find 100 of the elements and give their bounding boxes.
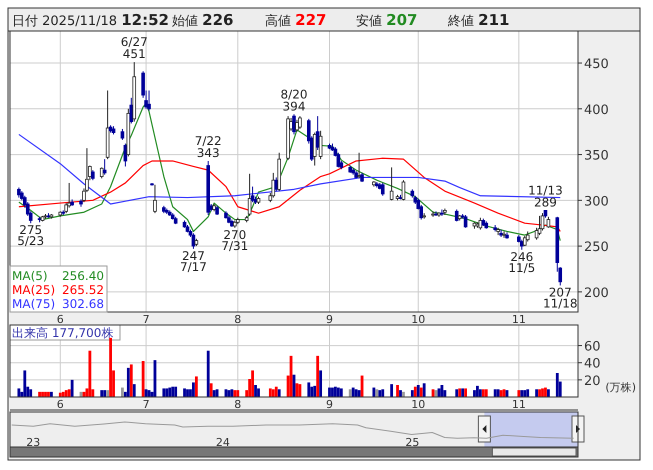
bar [257,388,260,397]
bar [17,388,20,397]
x-tick-label: 10 [411,398,426,411]
bar [334,386,337,397]
x-tick-label: 10 [411,313,426,326]
bar [254,385,257,397]
bar [144,389,148,397]
annotation: 246 11/5 [508,250,536,275]
annotation: 207 11/18 [542,285,578,310]
x-tick-label: 11 [512,398,526,411]
bar [547,389,550,397]
annotation: 6/27 451 [120,35,148,62]
bar [212,390,216,397]
x-tick-label: 24 [216,436,230,449]
text: 安値 207 [356,11,418,29]
bar [47,392,50,397]
bar [216,389,218,397]
text: 終値 211 [447,11,510,29]
bar [502,389,506,397]
x-tick-label: 25 [405,436,420,449]
bar [360,376,364,397]
chart-title: 出来高 177,700株 [12,326,114,340]
bar [88,350,92,397]
bar [192,382,195,397]
x-tick-label: 6 [56,398,64,411]
annotation: 11/13 289 [528,183,563,210]
bar [336,388,340,397]
bar [358,390,360,397]
bar [292,374,296,397]
bar [544,388,547,397]
annotation: 302.68 [62,297,104,311]
bar [154,360,156,397]
bar [186,389,189,397]
bar [319,370,322,397]
bar [296,383,298,397]
annotation: 265.52 [62,283,104,297]
bar [251,370,254,397]
x-tick-label: 8 [234,398,242,411]
y-tick-label: 20 [584,374,601,389]
y-tick-label: 40 [584,356,601,372]
x-tick-label: 11 [512,313,526,326]
bar [478,389,482,397]
bar [41,392,44,397]
bar [476,386,479,397]
x-tick-label: 6 [56,313,64,326]
bar [194,376,198,397]
bar [298,384,302,397]
annotation: 275 5/23 [17,223,44,248]
annotation: 7/22 343 [194,134,222,160]
bar [434,390,438,397]
bar [328,388,331,397]
bar [500,390,502,397]
bar [541,388,544,397]
bar [461,388,464,397]
y-tick-label: 60 [584,340,601,355]
x-tick-label: 9 [326,398,333,411]
y-tick-label: 450 [584,57,609,72]
annotation: 8/20 394 [280,87,308,114]
bar [402,392,405,397]
annotation: 256.40 [62,269,104,283]
bar [70,380,74,397]
bar [372,388,376,397]
bar [82,392,86,397]
line-series [18,134,561,205]
x-tick-label: 7 [142,398,150,411]
y-tick-label: 250 [584,240,609,256]
text: MA(75) [12,297,56,311]
annotation: 247 7/17 [180,248,207,274]
bar [354,389,358,397]
y-tick-label: 400 [584,102,609,118]
bar [496,389,500,397]
bar [538,389,541,397]
bar [106,390,110,397]
bar [396,385,399,397]
bar [432,389,434,397]
x-tick-label: 9 [326,313,333,326]
bar [183,388,186,397]
bar [109,338,112,397]
text: MA(25) [12,283,56,297]
y-tick-label: 350 [584,148,609,164]
bar [399,390,402,397]
text: MA(5) [12,269,48,283]
bar [80,392,82,397]
bar [535,389,538,397]
bar [390,384,394,397]
bar [121,388,124,397]
x-tick-label: 23 [26,436,40,449]
bar [230,389,234,397]
bar [44,392,47,397]
bar [331,388,334,397]
text: 始値 226 [172,11,234,29]
x-tick-label: 7 [142,313,150,326]
bar [50,392,53,397]
bar [290,356,292,397]
x-tick-label: 8 [234,313,242,326]
bar [440,385,444,397]
bar [148,390,150,397]
text: 高値 227 [265,11,326,29]
bar [142,361,145,397]
y-tick-label: 300 [584,194,609,210]
